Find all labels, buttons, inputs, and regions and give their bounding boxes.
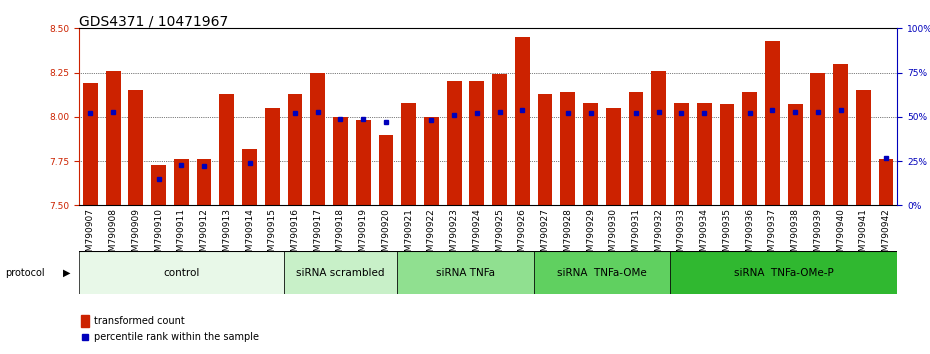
Bar <box>651 71 666 205</box>
Bar <box>311 73 325 205</box>
Bar <box>879 159 894 205</box>
Bar <box>788 104 803 205</box>
Bar <box>401 103 416 205</box>
Text: siRNA scrambled: siRNA scrambled <box>297 268 385 278</box>
Bar <box>674 103 689 205</box>
Bar <box>605 108 620 205</box>
Bar <box>128 90 143 205</box>
Bar <box>242 149 257 205</box>
Bar <box>515 37 530 205</box>
Bar <box>534 251 671 294</box>
Bar <box>83 83 98 205</box>
Bar <box>856 90 870 205</box>
Bar <box>583 103 598 205</box>
Bar <box>379 135 393 205</box>
Bar <box>424 117 439 205</box>
Bar <box>174 159 189 205</box>
Text: control: control <box>163 268 200 278</box>
Bar <box>265 108 280 205</box>
Bar <box>356 120 370 205</box>
Bar <box>470 81 485 205</box>
Bar <box>333 117 348 205</box>
Text: siRNA  TNFa-OMe: siRNA TNFa-OMe <box>557 268 646 278</box>
Bar <box>106 71 121 205</box>
Bar <box>492 74 507 205</box>
Text: ▶: ▶ <box>63 268 71 278</box>
Bar <box>81 315 88 327</box>
Text: percentile rank within the sample: percentile rank within the sample <box>94 332 259 342</box>
Bar <box>833 64 848 205</box>
Text: siRNA  TNFa-OMe-P: siRNA TNFa-OMe-P <box>734 268 833 278</box>
Bar <box>720 104 735 205</box>
Text: GDS4371 / 10471967: GDS4371 / 10471967 <box>79 14 228 28</box>
Text: siRNA TNFa: siRNA TNFa <box>436 268 495 278</box>
Bar <box>397 251 534 294</box>
Bar <box>446 81 461 205</box>
Bar <box>287 94 302 205</box>
Bar <box>671 251 897 294</box>
Bar <box>629 92 644 205</box>
Bar <box>219 94 234 205</box>
Text: transformed count: transformed count <box>94 316 184 326</box>
Bar <box>742 92 757 205</box>
Bar <box>152 165 166 205</box>
Bar <box>697 103 711 205</box>
Text: protocol: protocol <box>5 268 45 278</box>
Bar <box>810 73 825 205</box>
Bar <box>765 41 779 205</box>
Bar <box>284 251 397 294</box>
Bar <box>538 94 552 205</box>
Bar <box>561 92 575 205</box>
Bar <box>79 251 284 294</box>
Bar <box>196 159 211 205</box>
